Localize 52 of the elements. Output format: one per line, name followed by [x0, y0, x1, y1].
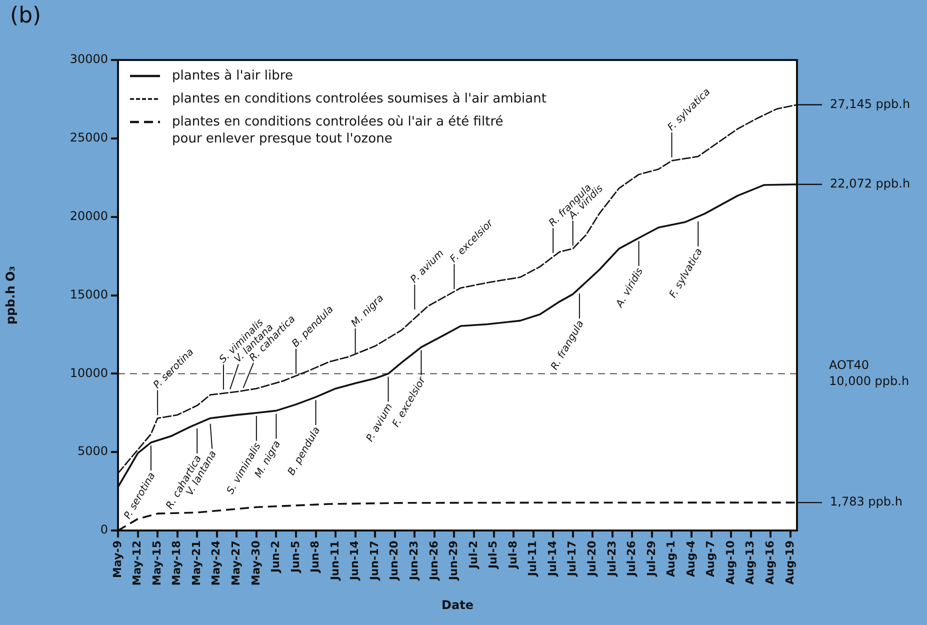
- y-tick-label: 10000: [70, 366, 108, 380]
- x-tick-label: May-30: [249, 540, 262, 586]
- x-tick-label: Jun-11: [328, 540, 342, 582]
- x-tick-label: Jun-2: [269, 540, 282, 574]
- x-tick-label: Aug-10: [724, 540, 737, 585]
- chart-title: (b): [10, 4, 42, 29]
- x-tick-label: Jun-17: [368, 540, 381, 582]
- x-tick-label: May-21: [190, 540, 203, 586]
- data-label: 27,145 ppb.h: [830, 96, 910, 111]
- x-tick-label: Jul-26: [625, 540, 638, 578]
- x-tick-label: Jun-14: [348, 540, 362, 582]
- x-tick-label: Jun-5: [288, 540, 302, 574]
- y-tick-label: 5000: [77, 444, 108, 458]
- legend-label: plantes en conditions controlées où l'air a été filtré pour enlever presque tout l'ozone: [172, 114, 504, 146]
- x-tick-label: Aug-13: [744, 540, 757, 585]
- y-axis-title: ppb.h O₃: [3, 266, 18, 325]
- x-tick-label: Jun-20: [388, 540, 401, 582]
- y-tick-label: 30000: [70, 52, 108, 66]
- x-tick-label: Jul-20: [586, 540, 598, 578]
- x-tick-label: Jun-23: [408, 540, 421, 582]
- x-tick-label: Jun-29: [447, 540, 460, 582]
- y-tick-label: 0: [100, 522, 108, 537]
- x-tick-label: Aug-19: [783, 540, 796, 585]
- y-tick-label: 15000: [70, 287, 108, 302]
- legend-label: plantes à l'air libre: [172, 68, 293, 84]
- legend-label: plantes en conditions controlées soumises à l'air ambiant: [172, 91, 546, 106]
- x-tick-label: May-24: [210, 540, 223, 586]
- x-tick-label: Jul-8: [506, 540, 520, 570]
- data-label: 22,072 ppb.h: [830, 176, 910, 190]
- data-label: 1,783 ppb.h: [830, 494, 902, 509]
- x-tick-label: May-12: [130, 540, 144, 586]
- x-tick-label: Aug-16: [763, 540, 776, 585]
- x-tick-label: Jul-23: [605, 540, 618, 578]
- x-tick-label: Jul-17: [566, 540, 579, 578]
- x-tick-label: Jul-2: [466, 540, 480, 570]
- y-tick-label: 20000: [70, 208, 108, 223]
- ref-line-label: AOT40 10,000 ppb.h: [829, 358, 910, 388]
- x-tick-label: May-15: [150, 540, 164, 586]
- x-tick-label: Jul-14: [546, 540, 559, 578]
- x-tick-label: May-27: [230, 540, 243, 586]
- x-tick-label: Jul-5: [486, 540, 500, 570]
- x-tick-label: Jul-29: [644, 540, 658, 578]
- x-tick-label: Jul-11: [526, 540, 540, 578]
- x-tick-label: May-18: [170, 540, 184, 586]
- x-tick-label: Aug-4: [684, 540, 698, 577]
- x-axis-title: Date: [442, 598, 474, 612]
- y-tick-label: 25000: [70, 130, 108, 145]
- x-tick-label: Aug-1: [664, 540, 678, 577]
- x-tick-label: Aug-7: [704, 540, 718, 577]
- x-tick-label: Jun-8: [308, 540, 322, 574]
- x-tick-label: Jun-26: [427, 540, 440, 582]
- x-tick-label: May-9: [110, 540, 124, 578]
